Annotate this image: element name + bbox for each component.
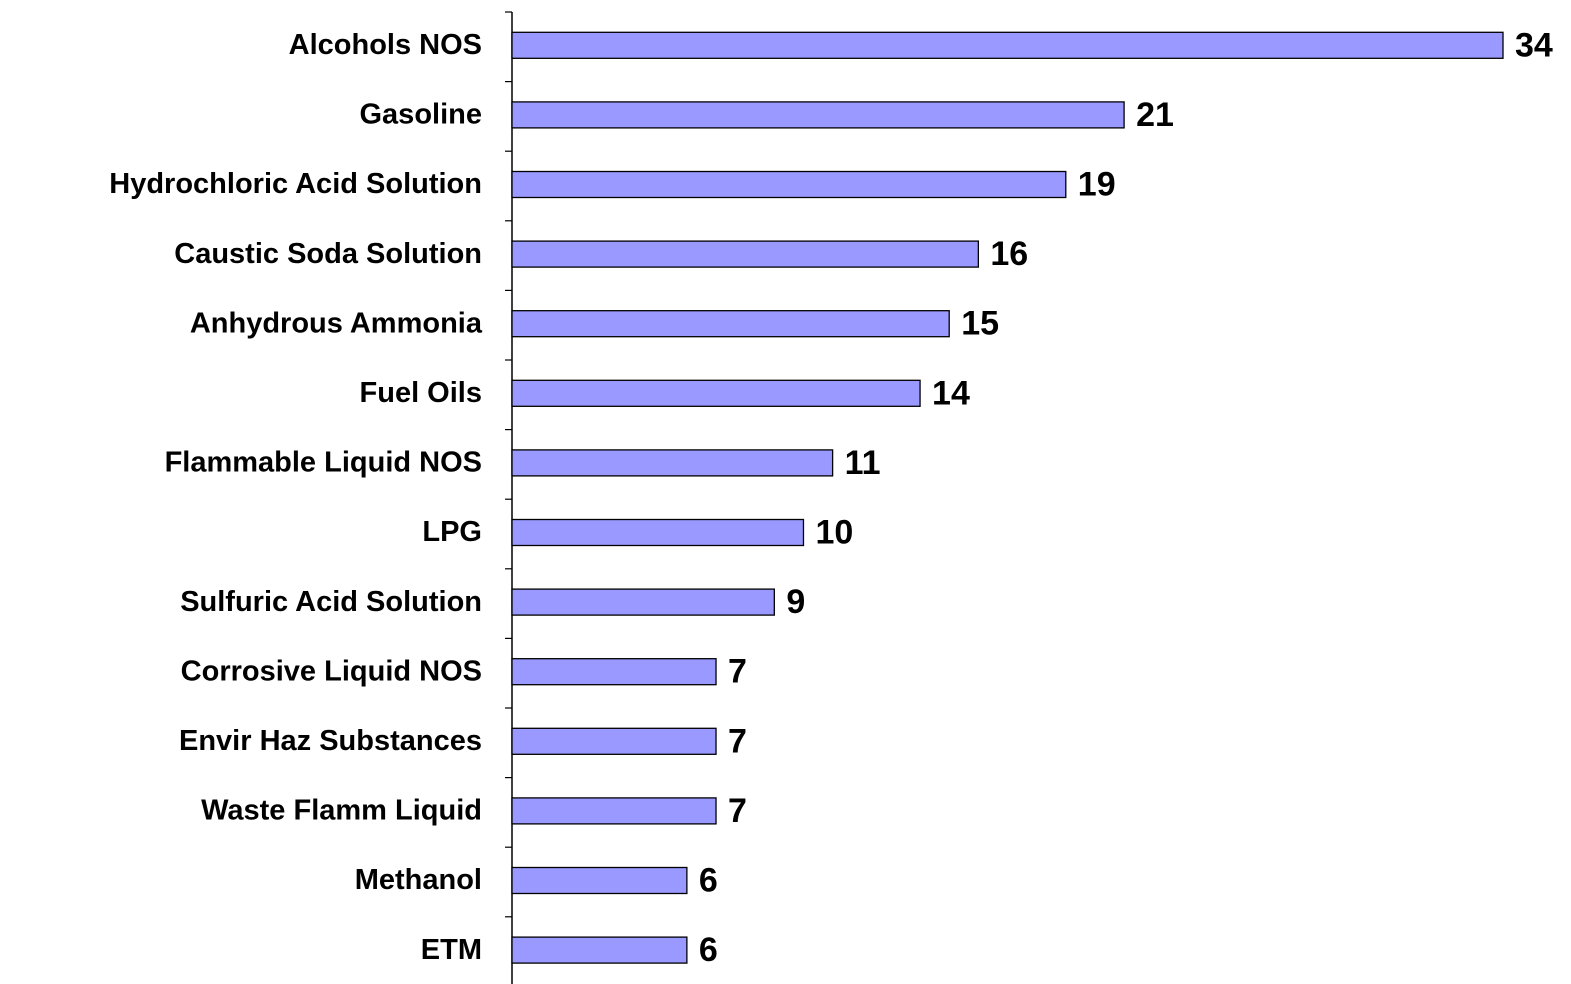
bar bbox=[511, 588, 775, 616]
value-label: 11 bbox=[845, 444, 881, 482]
bar bbox=[511, 379, 921, 407]
value-label: 34 bbox=[1515, 26, 1553, 64]
y-tick-label: Alcohols NOS bbox=[289, 29, 482, 61]
bar bbox=[511, 170, 1067, 199]
bar bbox=[511, 518, 805, 547]
y-tick-label: ETM bbox=[421, 934, 482, 966]
bar bbox=[511, 658, 717, 686]
bar bbox=[511, 936, 688, 964]
value-label: 6 bbox=[699, 931, 718, 969]
bar bbox=[511, 310, 950, 338]
value-label: 14 bbox=[932, 374, 970, 412]
y-tick-label: Waste Flamm Liquid bbox=[201, 795, 482, 827]
value-label: 7 bbox=[728, 722, 747, 760]
bar bbox=[511, 101, 1125, 129]
bar bbox=[511, 449, 834, 477]
value-label: 10 bbox=[815, 513, 853, 551]
value-label: 19 bbox=[1078, 165, 1116, 203]
y-tick-label: Caustic Soda Solution bbox=[174, 238, 482, 270]
y-tick-label: LPG bbox=[422, 516, 482, 548]
y-tick-label: Gasoline bbox=[360, 99, 483, 131]
value-label: 6 bbox=[699, 861, 718, 899]
bar bbox=[511, 727, 717, 755]
y-tick-label: Corrosive Liquid NOS bbox=[181, 655, 482, 687]
value-label: 7 bbox=[728, 792, 747, 830]
y-tick-label: Methanol bbox=[355, 864, 482, 896]
y-tick-label: Envir Haz Substances bbox=[179, 725, 482, 757]
y-tick-label: Hydrochloric Acid Solution bbox=[109, 168, 482, 200]
y-tick-label: Anhydrous Ammonia bbox=[190, 307, 483, 339]
value-label: 15 bbox=[961, 305, 999, 343]
bar bbox=[511, 31, 1504, 59]
y-tick-label: Flammable Liquid NOS bbox=[165, 447, 482, 479]
bar bbox=[511, 797, 717, 825]
value-label: 7 bbox=[728, 653, 747, 691]
y-tick-label: Sulfuric Acid Solution bbox=[180, 586, 482, 618]
y-tick-label: Fuel Oils bbox=[360, 377, 482, 409]
bar bbox=[511, 240, 980, 268]
value-label: 21 bbox=[1136, 96, 1174, 134]
value-label: 9 bbox=[786, 583, 805, 621]
value-label: 16 bbox=[990, 235, 1028, 273]
bar bbox=[511, 866, 688, 895]
